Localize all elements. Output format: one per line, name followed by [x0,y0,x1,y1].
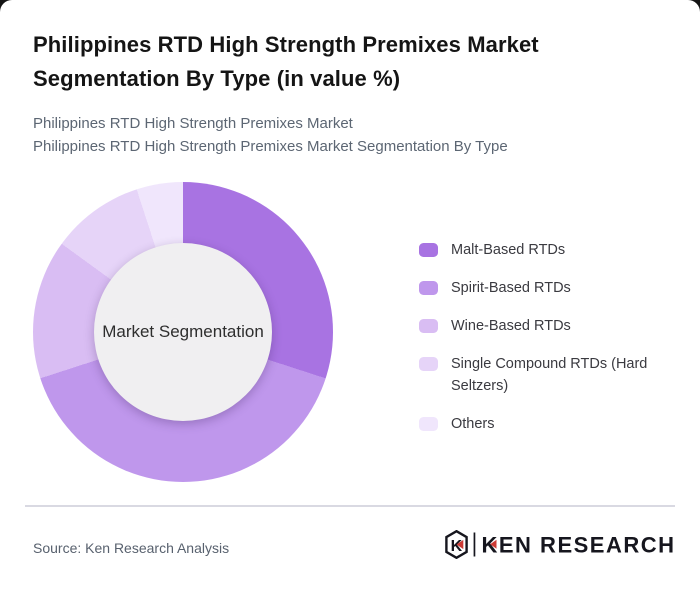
logo-emblem-letter: K [451,538,463,555]
logo-separator [473,532,476,557]
legend-label: Others [451,416,495,432]
legend-swatch [419,319,438,333]
logo-wordmark: KEN RESEARCH [482,533,676,558]
legend-item: Malt-Based RTDs [419,239,679,261]
donut-chart: Market Segmentation [33,182,333,482]
legend-label: Wine-Based RTDs [451,318,571,334]
footer-divider [25,505,675,507]
chart-legend: Malt-Based RTDs Spirit-Based RTDs Wine-Bas… [419,239,679,451]
logo-emblem-hexagon [445,530,468,559]
legend-item: Others [419,413,679,435]
chart-center-label: Market Segmentation [102,322,264,341]
legend-swatch [419,243,438,257]
logo-emblem-triangle-icon [456,539,464,550]
legend-swatch [419,281,438,295]
page-title-line-2: Segmentation By Type (in value %) [33,66,401,91]
source-note: Source: Ken Research Analysis [33,540,230,556]
ken-research-logo: K KEN RESEARCH [445,530,676,559]
legend-item: Single Compound RTDs (Hard Seltzers) [419,353,679,397]
subtitle-line-2: Philippines RTD High Strength Premixes M… [33,138,508,155]
donut-hole: Market Segmentation [94,243,272,421]
page-title-line-1: Philippines RTD High Strength Premixes M… [33,32,539,57]
subtitle-block: Philippines RTD High Strength Premixes M… [33,112,663,158]
legend-swatch [419,417,438,431]
logo-wordmark-triangle-icon [490,539,497,549]
legend-item: Wine-Based RTDs [419,315,679,337]
legend-swatch [419,357,438,371]
page-title: Philippines RTD High Strength Premixes M… [33,28,663,96]
legend-item: Spirit-Based RTDs [419,277,679,299]
legend-label: Spirit-Based RTDs [451,280,571,296]
legend-label: Malt-Based RTDs [451,242,566,258]
subtitle-line-1: Philippines RTD High Strength Premixes M… [33,115,353,132]
legend-label: Single Compound RTDs (Hard Seltzers) [451,356,648,394]
